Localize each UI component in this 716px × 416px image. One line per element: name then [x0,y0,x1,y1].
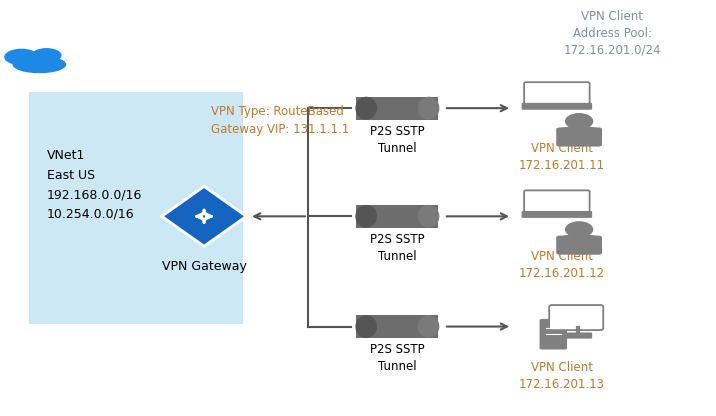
FancyBboxPatch shape [521,103,592,110]
FancyBboxPatch shape [524,82,590,106]
FancyBboxPatch shape [556,127,602,146]
FancyBboxPatch shape [367,315,428,338]
Text: VPN Client
172.16.201.11: VPN Client 172.16.201.11 [519,142,605,172]
Ellipse shape [417,97,440,120]
FancyBboxPatch shape [357,205,438,228]
FancyBboxPatch shape [549,305,603,330]
Text: P2S SSTP
Tunnel: P2S SSTP Tunnel [370,233,425,263]
Ellipse shape [560,126,599,133]
Polygon shape [162,186,246,246]
Ellipse shape [355,97,377,120]
Ellipse shape [417,205,440,228]
FancyBboxPatch shape [357,315,438,338]
Text: VPN Type: RouteBased
Gateway VIP: 131.1.1.1: VPN Type: RouteBased Gateway VIP: 131.1.… [211,105,349,136]
FancyBboxPatch shape [29,92,243,324]
Ellipse shape [32,48,62,62]
FancyBboxPatch shape [556,235,602,255]
Ellipse shape [4,49,39,65]
Ellipse shape [355,315,377,338]
FancyBboxPatch shape [367,97,428,119]
Circle shape [565,221,594,238]
FancyBboxPatch shape [521,211,592,218]
Text: VPN Client
Address Pool:
172.16.201.0/24: VPN Client Address Pool: 172.16.201.0/24 [563,10,661,57]
FancyBboxPatch shape [524,191,590,215]
Circle shape [565,113,594,129]
Text: VPN Client
172.16.201.13: VPN Client 172.16.201.13 [519,361,605,391]
Text: VPN Gateway: VPN Gateway [162,260,246,273]
Ellipse shape [20,54,47,67]
Ellipse shape [560,234,599,241]
Text: VNet1
East US
192.168.0.0/16
10.254.0.0/16: VNet1 East US 192.168.0.0/16 10.254.0.0/… [47,149,142,221]
FancyBboxPatch shape [367,205,428,228]
FancyBboxPatch shape [357,97,438,119]
FancyBboxPatch shape [563,332,592,339]
Ellipse shape [13,56,67,73]
Ellipse shape [417,315,440,338]
FancyBboxPatch shape [540,319,567,349]
Text: P2S SSTP
Tunnel: P2S SSTP Tunnel [370,343,425,373]
Ellipse shape [355,205,377,228]
Text: P2S SSTP
Tunnel: P2S SSTP Tunnel [370,124,425,155]
Text: VPN Client
172.16.201.12: VPN Client 172.16.201.12 [519,250,605,280]
